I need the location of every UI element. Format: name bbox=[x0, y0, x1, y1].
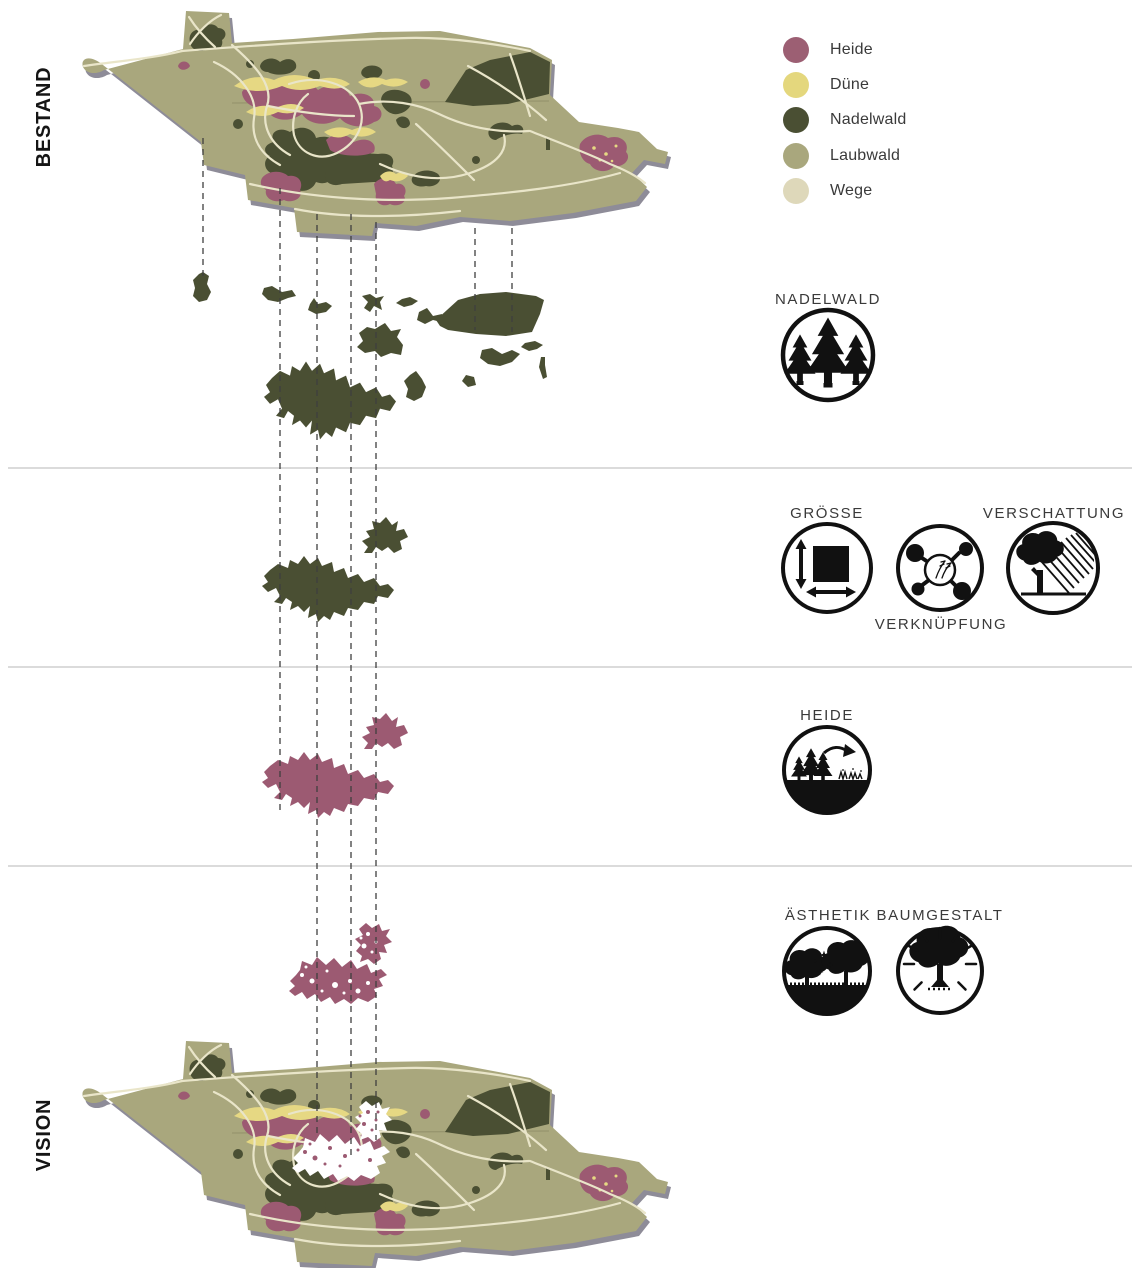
verknuepfung-icon bbox=[896, 524, 984, 612]
bestand-section-label: BESTAND bbox=[33, 66, 55, 168]
baumgestalt-icon bbox=[896, 925, 984, 1015]
verschattung-icon-label: VERSCHATTUNG bbox=[982, 505, 1126, 522]
groesse-icon-label: GRÖSSE bbox=[790, 505, 864, 522]
heide-icon-label: HEIDE bbox=[800, 707, 854, 724]
nadelwald-icon bbox=[780, 307, 876, 403]
row-separators bbox=[8, 467, 1132, 867]
heide-icon bbox=[782, 725, 872, 815]
aesthetik-icon bbox=[782, 926, 872, 1016]
legend-label-duene: Düne bbox=[830, 76, 870, 93]
connector-lines bbox=[202, 138, 513, 1160]
nadelwald-focus-layer bbox=[262, 517, 408, 622]
icon-medallions bbox=[780, 307, 1100, 1016]
aesthetik-icon-label: ÄSTHETIK bbox=[784, 907, 872, 924]
legend-label-nadelwald: Nadelwald bbox=[830, 111, 907, 128]
verschattung-icon bbox=[1006, 521, 1100, 615]
legend-label-wege: Wege bbox=[830, 182, 873, 199]
bestand-map bbox=[82, 11, 671, 241]
legend-swatches bbox=[783, 37, 809, 204]
nadelwald-icon-label: NADELWALD bbox=[774, 291, 882, 308]
legend-label-laubwald: Laubwald bbox=[830, 147, 901, 164]
verknuepfung-icon-label: VERKNÜPFUNG bbox=[874, 616, 1008, 633]
legend-swatch-heide bbox=[783, 37, 809, 63]
nadelwald-extract-layer bbox=[193, 272, 547, 440]
legend-swatch-nadelwald bbox=[783, 107, 809, 133]
baumgestalt-icon-label: BAUMGESTALT bbox=[876, 907, 1004, 924]
groesse-icon bbox=[781, 522, 873, 614]
vision-section-label: VISION bbox=[33, 1098, 55, 1172]
heide-reduced-layer bbox=[289, 923, 392, 1004]
legend-swatch-laubwald bbox=[783, 143, 809, 169]
vision-white-speckles bbox=[303, 1110, 380, 1168]
heide-focus-layer bbox=[262, 713, 408, 818]
legend-label-heide: Heide bbox=[830, 41, 873, 58]
vision-map bbox=[82, 1041, 671, 1268]
legend-swatch-duene bbox=[783, 72, 809, 98]
legend-swatch-wege bbox=[783, 178, 809, 204]
